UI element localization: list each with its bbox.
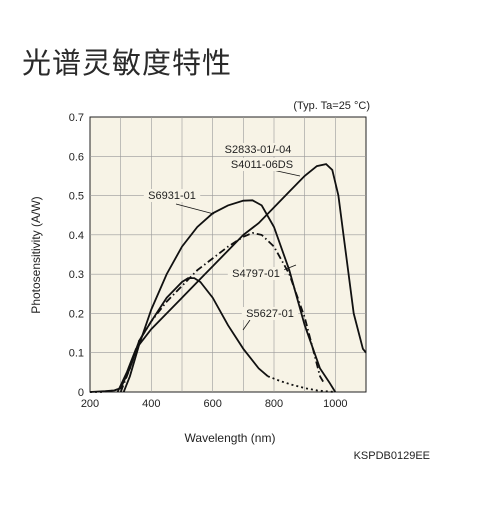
figure-code: KSPDB0129EE (353, 450, 430, 462)
x-tick-label: 200 (81, 398, 99, 410)
grid (90, 117, 366, 392)
series-label: S6931-01 (148, 190, 196, 202)
x-axis-label: Wavelength (nm) (185, 431, 276, 445)
series-leader-line (175, 203, 215, 215)
y-tick-label: 0.2 (69, 308, 84, 320)
y-tick-label: 0.7 (69, 112, 84, 124)
y-tick-label: 0.1 (69, 348, 84, 360)
x-tick-label: 600 (203, 398, 221, 410)
y-tick-label: 0.6 (69, 151, 84, 163)
ticks: 200 400 600 800 1000 0 0.1 0.2 0.3 0.4 0.5 0.6 0.7 (69, 112, 348, 410)
series-label: S4011-06DS (231, 159, 293, 171)
y-axis-label: Photosensitivity (A/W) (29, 196, 43, 313)
y-tick-label: 0 (78, 387, 84, 399)
x-tick-label: 800 (265, 398, 283, 410)
y-tick-label: 0.3 (69, 269, 84, 281)
y-tick-label: 0.4 (69, 230, 84, 242)
series-label-bg (227, 267, 285, 280)
x-tick-label: 400 (142, 398, 160, 410)
series-label-bg (227, 158, 297, 171)
series-line-1 (122, 199, 337, 393)
series-label-bg (217, 143, 299, 156)
series-line-3 (89, 277, 269, 393)
series-label-bg (241, 307, 299, 320)
series-label: S5627-01 (246, 308, 294, 320)
y-tick-label: 0.5 (69, 191, 84, 203)
measurement-condition: (Typ. Ta=25 °C) (293, 100, 370, 112)
series-line-4 (90, 387, 122, 393)
series-labels: S2833-01/-04 S4011-06DS S6931-01 S4797-01 S5… (143, 143, 301, 331)
series-label: S4797-01 (232, 268, 280, 280)
series-leader-line (242, 319, 251, 331)
series-group (89, 163, 367, 393)
series-label-bg (143, 189, 201, 202)
x-tick-label: 1000 (323, 398, 347, 410)
page-title: 光谱灵敏度特性 (22, 46, 233, 80)
series-label: S2833-01/-04 (225, 144, 292, 156)
